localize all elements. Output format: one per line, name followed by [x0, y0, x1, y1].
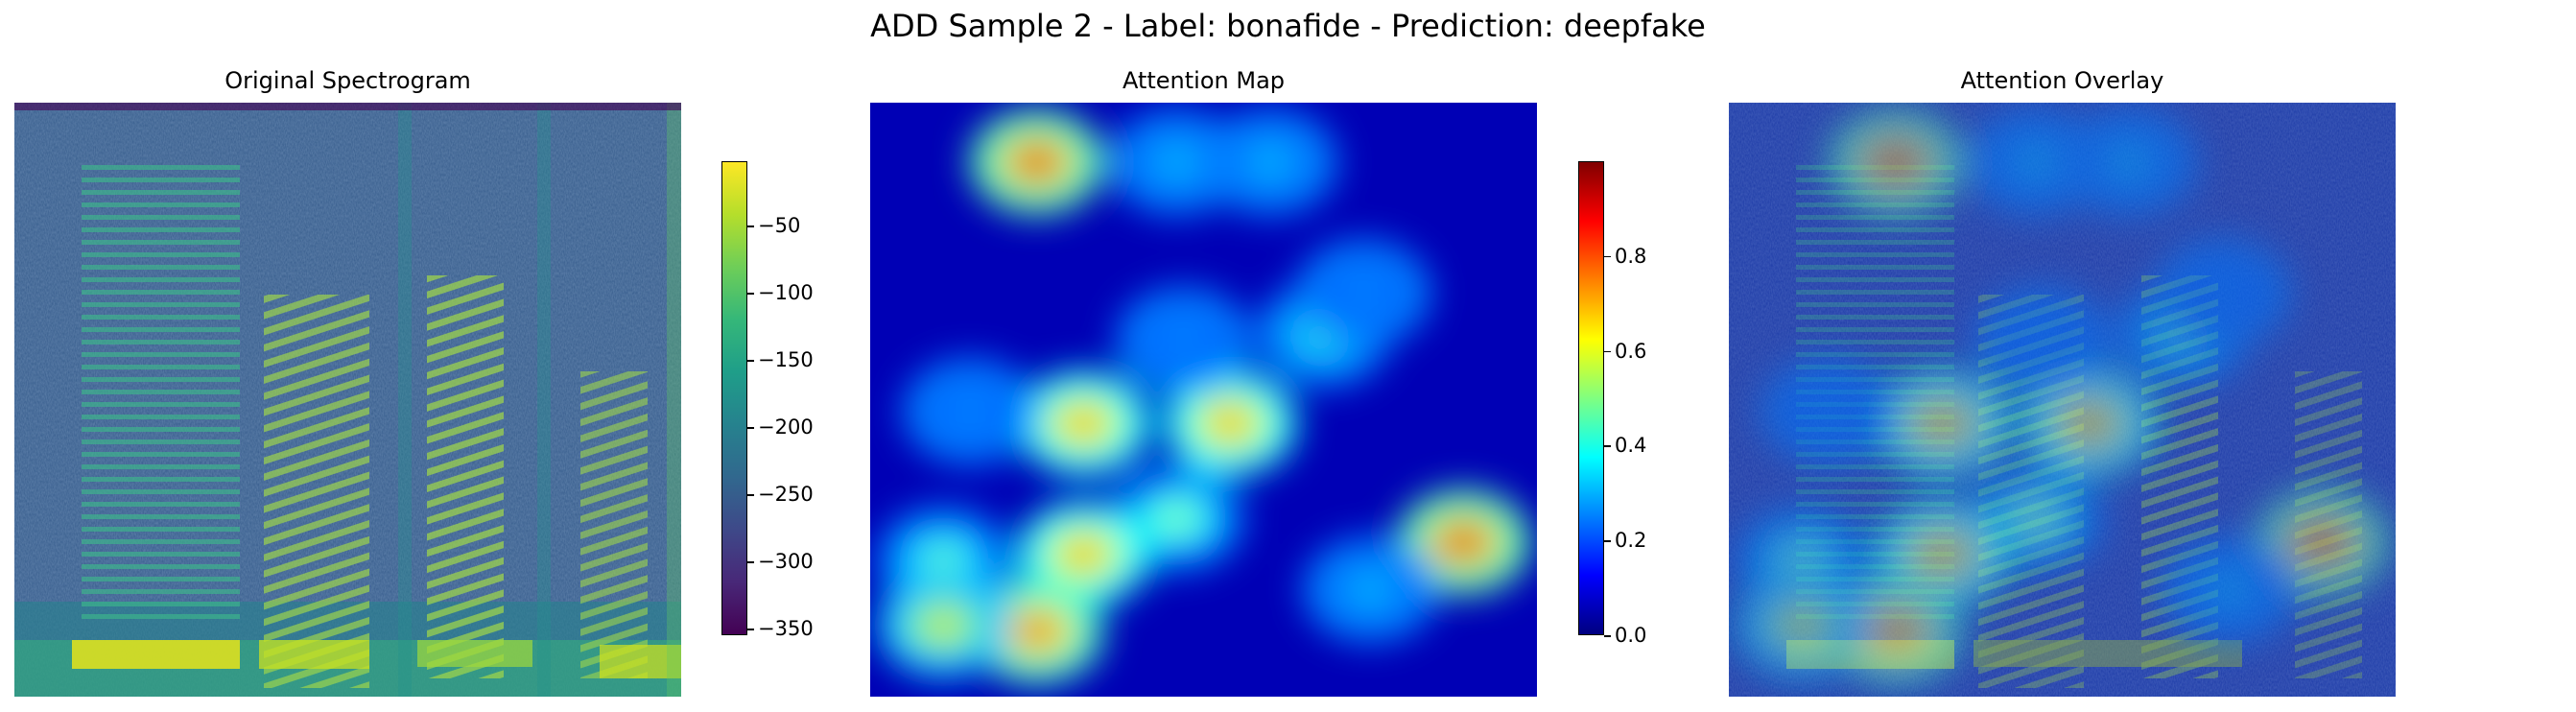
spectrogram-colorbar-tick-label: −150 — [758, 348, 814, 372]
spectrogram-colorbar-tick-mark — [747, 293, 754, 295]
attention-colorbar-tick-mark — [1604, 635, 1611, 637]
attention-map-hotspot-core — [1357, 580, 1384, 600]
attention-map-hotspot-core — [1163, 152, 1191, 172]
attention-overlay-hotspot-core — [1788, 615, 1816, 635]
spectrogram-colorbar-tick-label: −250 — [758, 483, 814, 507]
spectrogram-colorbar-tick-mark — [747, 629, 754, 630]
attention-map-heatmap — [870, 103, 1537, 697]
attention-map-hotspot-core — [1450, 533, 1477, 553]
spectrogram-svg — [14, 103, 681, 697]
spectrogram-colorbar-tick-mark — [747, 427, 754, 429]
spectrogram-heatmap — [14, 103, 681, 697]
attention-map-svg — [876, 108, 1531, 684]
attention-overlay-hotspot-core — [2115, 152, 2142, 172]
overlay-svg — [1729, 103, 2396, 697]
attention-overlay-heatmap — [1729, 103, 2396, 697]
attention-overlay-hotspot-core — [1788, 550, 1816, 570]
attention-colorbar-tick-mark — [1604, 540, 1611, 542]
attention-colorbar-tick-mark — [1604, 255, 1611, 258]
attention-colorbar-tick-mark — [1604, 445, 1611, 447]
attention-map-hotspot-core — [930, 550, 957, 570]
attention-colorbar-tick-mark — [1604, 350, 1611, 353]
attention-map-hotspot-core — [1350, 283, 1378, 303]
spectrogram-colorbar-tick-mark — [747, 360, 754, 362]
panel-title-attention-map: Attention Map — [1122, 67, 1286, 94]
attention-overlay-hotspot-core — [2215, 580, 2243, 600]
attention-colorbar-tick-label: 0.2 — [1615, 529, 1647, 553]
spectrogram-colorbar-tick-label: −100 — [758, 281, 814, 305]
spectrogram-colorbar-tick-label: −350 — [758, 617, 814, 640]
attention-overlay-hotspot-core — [2075, 414, 2103, 434]
spectrogram-colorbar-tick-label: −200 — [758, 415, 814, 439]
attention-map-hotspot-core — [1217, 414, 1244, 434]
attention-colorbar — [1578, 161, 1604, 635]
attention-map-hotspot-core — [1257, 152, 1284, 172]
attention-colorbar-tick-label: 0.6 — [1615, 339, 1647, 363]
attention-overlay-hotspot-core — [2021, 152, 2049, 172]
attention-overlay-hotspot-core — [2308, 533, 2336, 553]
attention-map-hotspot-core — [930, 615, 957, 635]
attention-map-hotspot-core — [1070, 414, 1098, 434]
attention-colorbar-tick-label: 0.4 — [1615, 434, 1647, 458]
attention-overlay-hotspot-core — [1881, 621, 1909, 641]
spectrogram-colorbar-tick-mark — [747, 561, 754, 563]
spectrogram-colorbar-tick-label: −50 — [758, 214, 801, 238]
spectrogram-colorbar-tick-label: −300 — [758, 550, 814, 574]
attention-overlay-hotspot-core — [1928, 414, 1956, 434]
attention-map-hotspot-core — [1070, 544, 1098, 564]
attention-overlay-hotspot-core — [2209, 283, 2236, 303]
spectrogram-colorbar-tick-mark — [747, 225, 754, 227]
spectrogram-colorbar — [721, 161, 747, 635]
attention-map-hotspot-core — [1170, 330, 1197, 350]
attention-map-hotspot-core — [1023, 152, 1051, 172]
attention-overlay-hotspot-core — [2021, 509, 2049, 529]
attention-map-hotspot-core — [1163, 509, 1191, 529]
attention-overlay-hotspot-core — [1815, 401, 1843, 421]
figure-suptitle: ADD Sample 2 - Label: bonafide - Predict… — [870, 8, 1706, 44]
attention-map-hotspot-core — [1023, 621, 1051, 641]
spectrogram-colorbar-tick-mark — [747, 494, 754, 496]
panel-title-attention-overlay: Attention Overlay — [1960, 67, 2164, 94]
attention-overlay-hotspot-core — [1928, 544, 1956, 564]
attention-overlay-hotspot-core — [2028, 330, 2056, 350]
panel-title-spectrogram: Original Spectrogram — [225, 67, 471, 94]
attention-colorbar-tick-label: 0.8 — [1615, 244, 1647, 268]
attention-map-hotspot-core — [957, 401, 984, 421]
attention-overlay-hotspot-core — [1881, 152, 1909, 172]
attention-colorbar-tick-label: 0.0 — [1615, 624, 1647, 647]
